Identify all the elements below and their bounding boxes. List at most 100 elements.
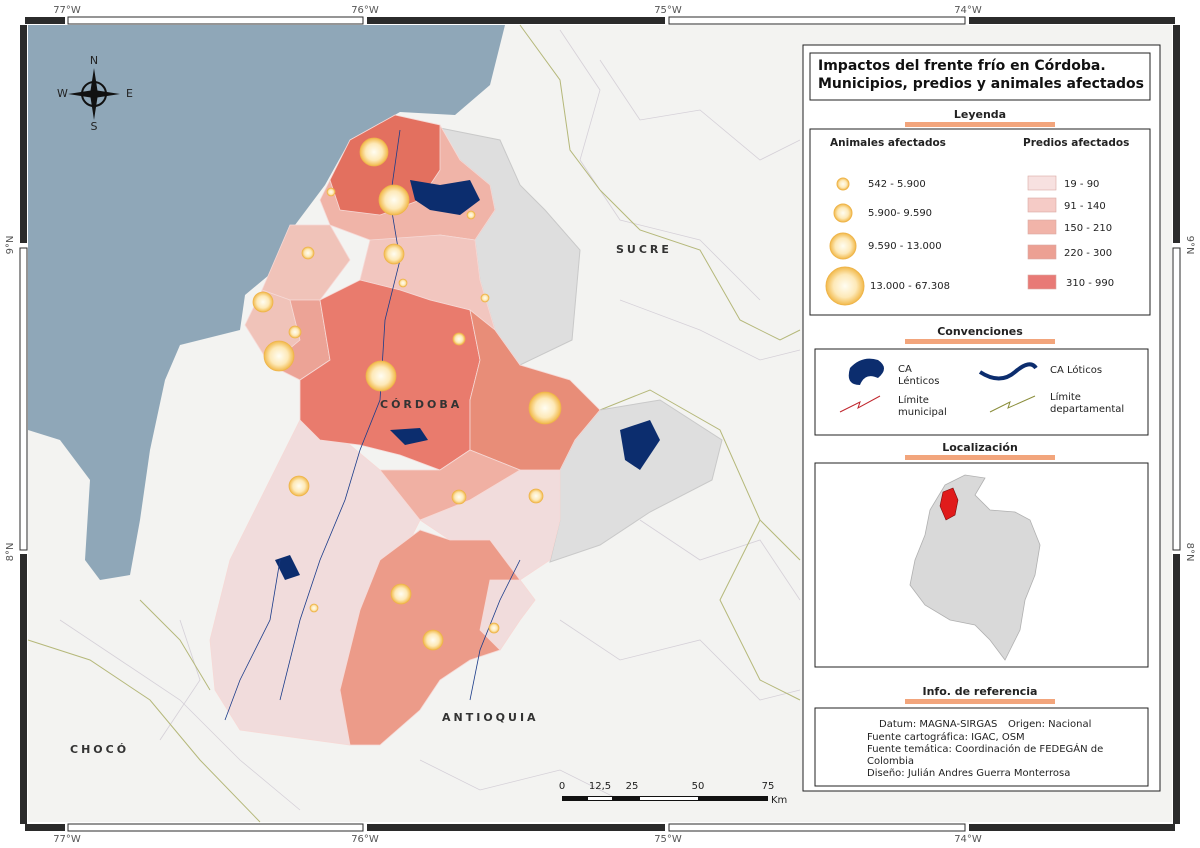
coordinate-label: 74°W <box>954 5 982 16</box>
place-label: CÓRDOBA <box>380 398 462 411</box>
lotic-symbol <box>978 362 1038 381</box>
legend-label: 542 - 5.900 <box>868 179 926 190</box>
map-shape <box>252 291 274 313</box>
legend-label: 5.900- 9.590 <box>868 208 932 219</box>
place-label: ANTIOQUIA <box>442 711 539 724</box>
lentic-symbol <box>848 358 884 385</box>
coordinate-label: 9°N <box>1184 236 1195 255</box>
scale-label: 25 <box>626 781 639 792</box>
map-shape <box>367 824 665 831</box>
map-shape <box>640 797 698 800</box>
legend-label: 220 - 300 <box>1064 248 1112 259</box>
map-shape <box>719 519 801 701</box>
map-shape <box>451 489 467 505</box>
legend-label: 310 - 990 <box>1066 278 1114 289</box>
legend-label: 150 - 210 <box>1064 223 1112 234</box>
convention-label: CA <box>898 364 912 375</box>
map-shape <box>367 17 665 24</box>
map-shape <box>969 17 1175 24</box>
department-symbol <box>989 395 1036 413</box>
underline <box>905 122 1055 127</box>
legend-subtitle: Animales afectados <box>830 137 946 149</box>
reference-text: Fuente cartográfica: IGAC, OSM <box>867 731 1025 743</box>
map-shape <box>619 299 801 361</box>
title: Impactos del frente frío en Córdoba. <box>818 58 1106 74</box>
map-shape <box>829 232 857 260</box>
map-shape <box>19 247 28 551</box>
legend-label: 91 - 140 <box>1064 201 1106 212</box>
place-label: SUCRE <box>616 243 672 256</box>
map-shape <box>599 189 801 341</box>
map-shape <box>1027 244 1057 260</box>
municipal-grid <box>59 29 801 811</box>
map-shape <box>288 475 310 497</box>
coordinate-label: 76°W <box>351 5 379 16</box>
convention-label: departamental <box>1050 404 1124 415</box>
map-shape <box>383 243 405 265</box>
scale-label: 12,5 <box>589 781 611 792</box>
reference-text: Colombia <box>867 756 914 767</box>
department-limits <box>27 24 801 823</box>
convention-label: Límite <box>898 394 929 406</box>
coordinate-label: 9°N <box>5 236 16 255</box>
section-title: Convenciones <box>937 325 1023 338</box>
map-shape <box>480 293 490 303</box>
map-shape <box>969 824 1175 831</box>
map-shape <box>67 16 364 25</box>
coordinate-label: 75°W <box>654 834 682 845</box>
map-shape <box>639 519 801 601</box>
reference-text: Diseño: Julián Andres Guerra Monterrosa <box>867 767 1070 779</box>
coordinate-label: 75°W <box>654 5 682 16</box>
map-shape <box>668 16 966 25</box>
scale-label: 50 <box>692 781 705 792</box>
map-shape <box>139 599 211 691</box>
map-shape <box>365 360 397 392</box>
map-shape <box>825 266 865 306</box>
reference-box <box>814 707 1149 787</box>
map-shape <box>599 59 801 161</box>
scale-label: 75 <box>762 781 775 792</box>
map-shape <box>519 24 601 191</box>
map-shape <box>27 639 261 823</box>
coordinate-label: 76°W <box>351 834 379 845</box>
compass-label: S <box>91 120 98 133</box>
coordinate-label: 77°W <box>53 834 81 845</box>
map-shape <box>25 824 65 831</box>
frame-bars <box>19 16 1181 832</box>
compass-label: N <box>90 54 98 67</box>
legend-label: 9.590 - 13.000 <box>868 241 942 252</box>
map-shape <box>263 340 295 372</box>
colombia-map <box>909 474 1041 661</box>
scale-bar: 0 12,5 25 50 75 Km <box>559 781 788 806</box>
map-shape <box>159 619 201 741</box>
map-shape <box>275 555 300 580</box>
section-title: Leyenda <box>954 108 1006 121</box>
map-shape <box>1027 219 1057 235</box>
map-shape <box>452 332 466 346</box>
reference-text: Datum: MAGNA-SIRGAS <box>879 719 997 730</box>
map-shape <box>25 17 65 24</box>
conventions-box <box>814 348 1149 436</box>
place-label: CHOCÓ <box>70 743 129 756</box>
map-shape <box>422 629 444 651</box>
coordinate-label: 8°N <box>1184 543 1195 562</box>
map-shape <box>488 622 500 634</box>
title-box <box>809 52 1151 101</box>
legend-label: 19 - 90 <box>1064 179 1099 190</box>
map-shape <box>309 603 319 613</box>
map-shape <box>301 246 315 260</box>
coordinate-labels: 77°W 77°W 76°W 76°W 75°W 75°W 74°W 74°W 9°N 9°N 8°… <box>5 5 1195 845</box>
coordinate-label: 74°W <box>954 834 982 845</box>
underline <box>905 455 1055 460</box>
legend-symbols <box>825 177 865 306</box>
map-shape <box>668 823 966 832</box>
animal-symbols <box>252 137 562 651</box>
reference-text: Fuente temática: Coordinación de FEDEGÁN… <box>867 742 1103 755</box>
map-shape <box>528 488 544 504</box>
map-shape <box>528 391 562 425</box>
municipal-symbol <box>839 395 881 413</box>
legend-label: 13.000 - 67.308 <box>870 281 950 292</box>
convention-label: municipal <box>898 407 947 418</box>
map-shape <box>419 759 621 801</box>
